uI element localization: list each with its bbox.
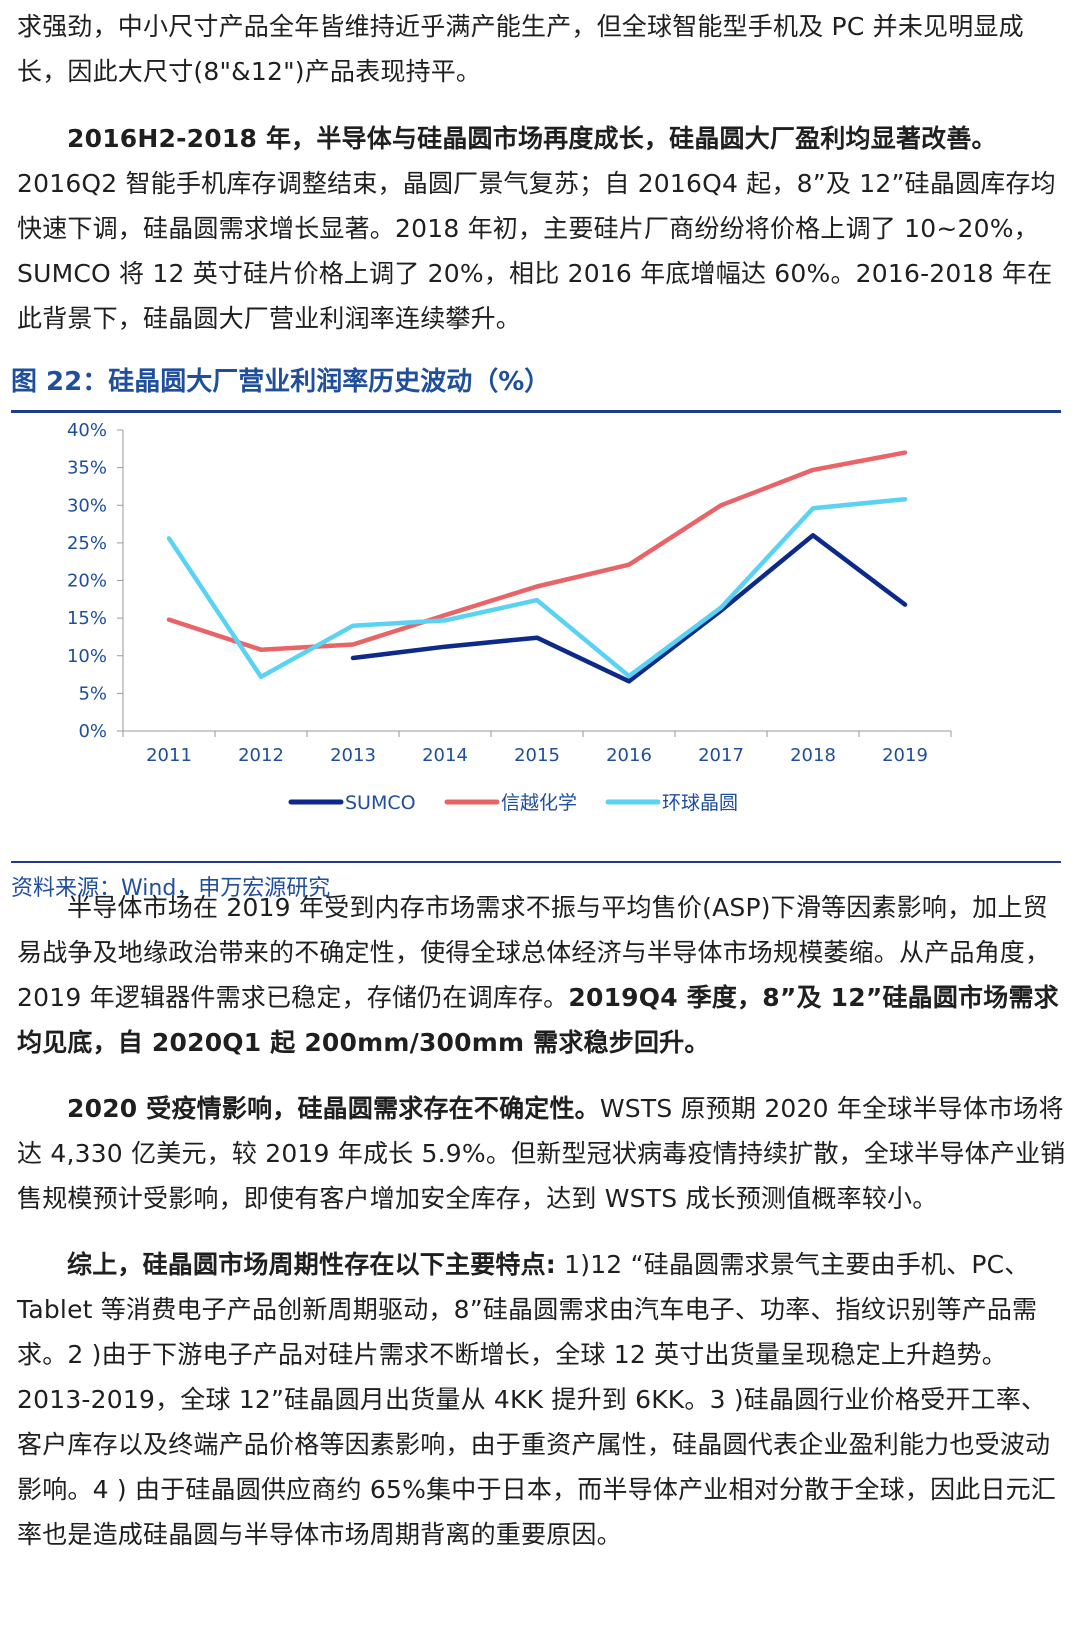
- x-tick-label: 2018: [790, 745, 836, 766]
- x-tick-label: 2016: [606, 745, 652, 766]
- y-tick-label: 40%: [67, 420, 107, 441]
- paragraph-text: 半导体市场在 2019 年受到内存市场需求不振与平均售价(ASP)下滑等因素影响…: [17, 893, 1051, 1012]
- x-tick-label: 2013: [330, 745, 376, 766]
- figure-title: 图 22：硅晶圆大厂营业利润率历史波动（%）: [11, 367, 551, 397]
- y-tick-label: 0%: [78, 721, 107, 742]
- paragraph-text: WSTS 原预期 2020 年全球半导体市场将达 4,330 亿美元，较 201…: [17, 1094, 1066, 1213]
- paragraph-bold-heading: 2020 受疫情影响，硅晶圆需求存在不确定性。: [67, 1094, 600, 1123]
- x-tick-label: 2019: [882, 745, 928, 766]
- y-tick-label: 30%: [67, 495, 107, 516]
- paragraph-bold-heading: 2016H2-2018 年，半导体与硅晶圆市场再度成长，硅晶圆大厂盈利均显著改善…: [67, 124, 997, 153]
- figure-source: 资料来源：Wind，申万宏源研究: [11, 876, 331, 901]
- y-tick-label: 35%: [67, 458, 107, 479]
- x-tick-label: 2014: [422, 745, 468, 766]
- series-line-3: [166, 496, 908, 680]
- y-tick-label: 15%: [67, 608, 107, 629]
- line-chart: 0% 5% 10% 15% 20% 25% 30% 35% 40% 2011 2012 2013 201…: [67, 420, 952, 814]
- x-tick-label: 2017: [698, 745, 744, 766]
- y-tick-label: 20%: [67, 571, 107, 592]
- y-tick-label: 5%: [78, 683, 107, 704]
- x-tick-label: 2011: [146, 745, 192, 766]
- paragraph-summary: 综上，硅晶圆市场周期性存在以下主要特点: 1)12 “硅晶圆需求景气主要由手机、…: [17, 1242, 1067, 1557]
- legend-label-1: SUMCO: [345, 792, 416, 814]
- y-tick-label: 25%: [67, 533, 107, 554]
- paragraph-2019: 半导体市场在 2019 年受到内存市场需求不振与平均售价(ASP)下滑等因素影响…: [17, 885, 1067, 1065]
- paragraph-continued: 求强劲，中小尺寸产品全年皆维持近乎满产能生产，但全球智能型手机及 PC 并未见明…: [17, 4, 1067, 94]
- legend-label-3: 环球晶圆: [662, 792, 738, 814]
- series-line-2: [166, 450, 908, 652]
- figure-bottom-rule: [11, 861, 1061, 863]
- figure-top-rule: [11, 410, 1061, 413]
- paragraph-bold-heading: 综上，硅晶圆市场周期性存在以下主要特点:: [67, 1250, 556, 1279]
- legend-label-2: 信越化学: [501, 792, 577, 814]
- paragraph-text: 1)12 “硅晶圆需求景气主要由手机、PC、Tablet 等消费电子产品创新周期…: [17, 1250, 1057, 1549]
- x-tick-label: 2015: [514, 745, 560, 766]
- paragraph-text: 2016Q2 智能手机库存调整结束，晶圆厂景气复苏；自 2016Q4 起，8”及…: [17, 169, 1056, 333]
- series-line-1: [350, 533, 908, 684]
- paragraph-bold-conclusion: 2019Q4 季度，8”及 12”硅晶圆市场需求均见底，自 2020Q1 起 2…: [17, 983, 1059, 1057]
- paragraph-text: 求强劲，中小尺寸产品全年皆维持近乎满产能生产，但全球智能型手机及 PC 并未见明…: [17, 12, 1024, 86]
- y-tick-label: 10%: [67, 646, 107, 667]
- paragraph-2020: 2020 受疫情影响，硅晶圆需求存在不确定性。WSTS 原预期 2020 年全球…: [17, 1086, 1067, 1221]
- x-tick-label: 2012: [238, 745, 284, 766]
- paragraph-2016-2018: 2016H2-2018 年，半导体与硅晶圆市场再度成长，硅晶圆大厂盈利均显著改善…: [17, 116, 1067, 341]
